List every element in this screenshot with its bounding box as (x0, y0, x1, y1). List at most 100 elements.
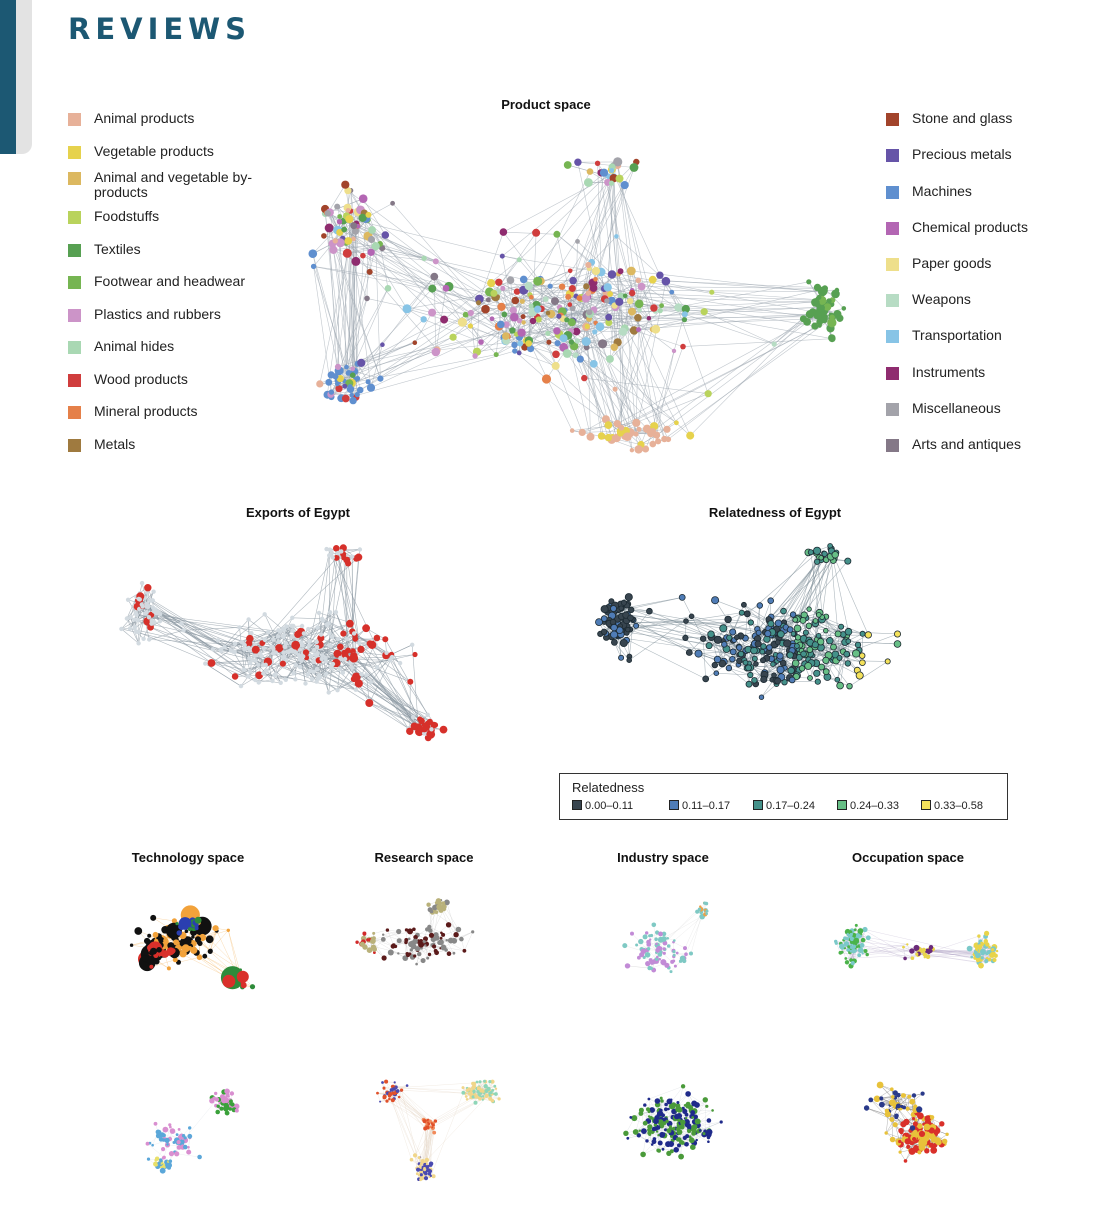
network-node (290, 616, 294, 620)
network-node (898, 1140, 901, 1143)
occupation-space-network-2 (832, 1056, 982, 1194)
network-node (140, 602, 144, 606)
network-node (327, 631, 331, 635)
network-node (663, 947, 666, 950)
network-node (532, 229, 540, 237)
network-node (521, 314, 526, 319)
relatedness-bin: 0.00–0.11 (572, 800, 633, 812)
network-node (757, 603, 763, 609)
network-node (714, 671, 719, 676)
network-node (903, 1119, 909, 1125)
network-node (410, 1158, 414, 1162)
network-node (663, 1121, 667, 1125)
network-node (412, 939, 418, 945)
network-node (494, 1092, 498, 1096)
network-node (630, 448, 634, 452)
network-node (894, 1114, 899, 1119)
network-node (859, 653, 865, 659)
network-node (868, 1098, 873, 1103)
network-node (438, 939, 444, 945)
network-node (981, 957, 984, 960)
network-node (427, 925, 431, 929)
network-node (329, 389, 334, 394)
network-node (967, 946, 973, 952)
network-node (824, 628, 829, 633)
network-node (188, 946, 193, 951)
network-node (179, 621, 183, 625)
network-node (421, 958, 426, 963)
network-node (860, 631, 865, 636)
network-node (619, 328, 627, 336)
network-node (615, 298, 623, 306)
network-node (625, 594, 632, 601)
network-node (984, 931, 989, 936)
network-node (813, 547, 820, 554)
network-node (606, 355, 614, 363)
network-node (656, 272, 663, 279)
network-node (429, 727, 433, 731)
network-node (811, 298, 820, 307)
network-node (577, 356, 584, 363)
network-node (835, 942, 838, 945)
network-node (165, 1138, 170, 1143)
network-node (803, 630, 808, 635)
network-node (346, 208, 351, 213)
network-node (481, 305, 490, 314)
network-node (601, 616, 607, 622)
network-node (453, 932, 458, 937)
network-node (879, 1102, 885, 1108)
network-node (633, 431, 638, 436)
side-tab-accent (0, 0, 16, 154)
network-node (683, 635, 688, 640)
network-node (655, 1098, 661, 1104)
network-node (299, 640, 303, 644)
legend-swatch (68, 113, 81, 126)
network-node (660, 1099, 664, 1103)
network-node (423, 1168, 426, 1171)
network-node (224, 1098, 229, 1103)
network-node (556, 314, 561, 319)
network-node (136, 630, 140, 634)
network-node (672, 349, 676, 353)
network-node (271, 637, 275, 641)
network-node (847, 945, 850, 948)
network-node (996, 950, 998, 952)
network-node (720, 625, 727, 632)
legend-swatch (886, 222, 899, 235)
network-node (800, 617, 806, 623)
network-node (679, 960, 682, 963)
network-node (383, 1087, 386, 1090)
network-node (546, 340, 551, 345)
network-node (661, 436, 667, 442)
technology-space-network-2 (108, 1050, 288, 1200)
legend-label: Paper goods (912, 256, 1072, 271)
network-node (627, 267, 636, 276)
network-node (141, 637, 145, 641)
network-node (341, 671, 345, 675)
network-node (631, 1115, 637, 1121)
network-node (489, 1091, 492, 1094)
network-node (303, 681, 307, 685)
network-node (153, 1161, 158, 1166)
network-node (807, 607, 812, 612)
network-node (320, 617, 324, 621)
network-node (325, 379, 332, 386)
network-node (775, 620, 782, 627)
network-node (689, 614, 694, 619)
network-node (246, 617, 250, 621)
network-node (605, 421, 613, 429)
network-node (151, 1144, 154, 1147)
network-node (536, 316, 542, 322)
network-node (581, 375, 587, 381)
legend-swatch (68, 211, 81, 224)
legend-swatch (886, 149, 899, 162)
network-node (752, 656, 757, 661)
network-node (232, 673, 239, 680)
network-node (239, 684, 243, 688)
network-node (229, 649, 233, 653)
network-node (844, 957, 847, 960)
network-node (823, 669, 829, 675)
network-node (517, 257, 522, 262)
network-node (155, 611, 159, 615)
network-node (604, 283, 612, 291)
